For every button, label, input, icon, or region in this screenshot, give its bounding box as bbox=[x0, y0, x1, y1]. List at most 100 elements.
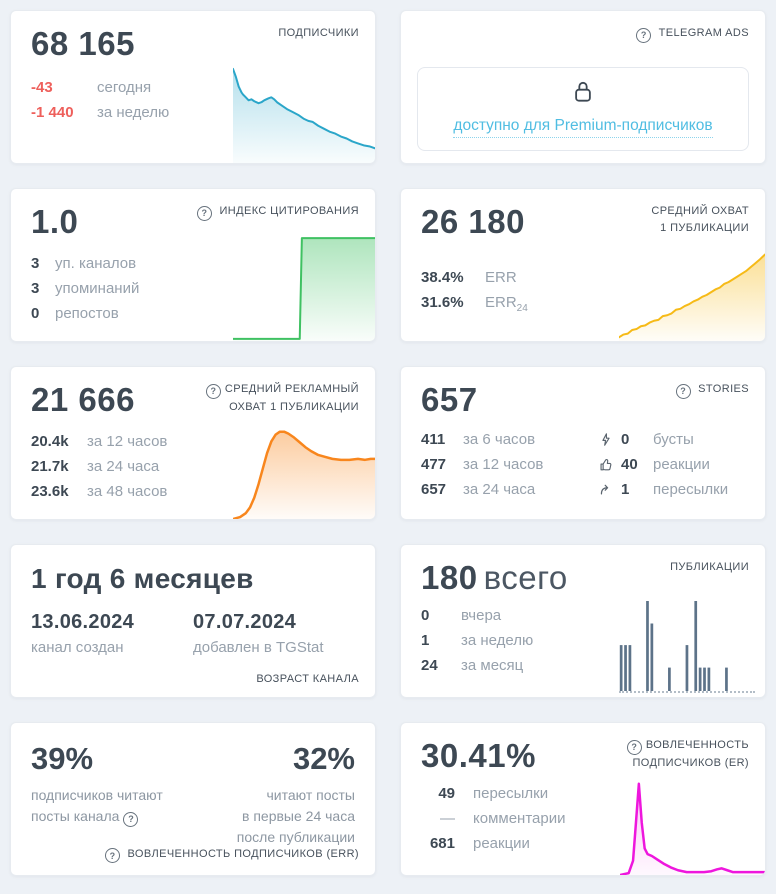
er-card-title: ? ВОВЛЕЧЕННОСТЬ ПОДПИСЧИКОВ (ER) bbox=[626, 737, 749, 773]
stat-label: за 24 часа bbox=[463, 480, 536, 498]
channel-added-block: 07.07.2024 добавлен в TGStat bbox=[193, 611, 355, 656]
help-icon[interactable]: ? bbox=[636, 28, 652, 44]
stat-label: упоминаний bbox=[55, 279, 140, 297]
stat-label: за 48 часов bbox=[87, 482, 168, 500]
forward-icon bbox=[599, 482, 621, 497]
card-title-text: СРЕДНИЙ РЕКЛАМНЫЙ bbox=[224, 383, 359, 395]
stat-label: ERR bbox=[485, 268, 517, 286]
card-title-text: TELEGRAM ADS bbox=[658, 27, 749, 39]
err-columns: 39% подписчиков читают посты канала? 32%… bbox=[31, 741, 355, 848]
subscribers-card: ПОДПИСЧИКИ 68 165 -43 сегодня -1 440 за … bbox=[10, 10, 376, 164]
stat-value: 0 bbox=[31, 304, 40, 322]
premium-locked-box: доступно для Premium-подписчиков bbox=[417, 67, 749, 151]
thumbs-up-icon bbox=[599, 457, 621, 472]
stat-label: вчера bbox=[461, 606, 502, 624]
channel-created-label: канал создан bbox=[31, 639, 124, 656]
stat-label: за неделю bbox=[97, 103, 170, 121]
stat-row: 49 пересылки bbox=[421, 785, 745, 802]
stat-value: -43 bbox=[31, 78, 53, 96]
stat-label: комментарии bbox=[473, 809, 566, 827]
channel-added-label: добавлен в TGStat bbox=[193, 639, 324, 656]
stat-row: 38.4% ERR bbox=[421, 269, 745, 286]
average-ad-reach-card: ? СРЕДНИЙ РЕКЛАМНЫЙ ОХВАТ 1 ПУБЛИКАЦИИ 21… bbox=[10, 366, 376, 520]
publications-card: ПУБЛИКАЦИИ 180 всего 0 вчера 1 за неделю … bbox=[400, 544, 766, 698]
card-title-text: СРЕДНИЙ ОХВАТ bbox=[651, 205, 749, 217]
channel-created-block: 13.06.2024 канал создан bbox=[31, 611, 193, 656]
stat-label: бусты bbox=[653, 430, 694, 448]
stat-value: 3 bbox=[31, 254, 40, 272]
stat-label: за 12 часов bbox=[87, 432, 168, 450]
stat-value: 40 bbox=[621, 455, 638, 473]
stat-label: пересылки bbox=[653, 480, 729, 498]
telegram-ads-card-title: ? TELEGRAM ADS bbox=[636, 25, 749, 44]
help-icon[interactable]: ? bbox=[626, 740, 642, 756]
stat-row: 21.7k за 24 часа bbox=[31, 458, 355, 475]
stories-card: ? STORIES 657 411 за 6 часов 477 за 12 ч… bbox=[400, 366, 766, 520]
stat-value: 24 bbox=[421, 656, 438, 674]
stat-value: 681 bbox=[429, 834, 455, 852]
stat-label: за месяц bbox=[461, 656, 524, 674]
stories-time-stats: 411 за 6 часов 477 за 12 часов 657 за 24… bbox=[421, 431, 599, 506]
channel-age-dates: 13.06.2024 канал создан 07.07.2024 добав… bbox=[31, 611, 355, 656]
stat-row: 1 пересылки bbox=[599, 481, 728, 498]
err-left-label: подписчиков читают посты канала? bbox=[31, 785, 163, 828]
card-title-text: ПУБЛИКАЦИИ bbox=[670, 561, 749, 573]
stat-row: 23.6k за 48 часов bbox=[31, 483, 355, 500]
average-ad-reach-card-title: ? СРЕДНИЙ РЕКЛАМНЫЙ ОХВАТ 1 ПУБЛИКАЦИИ bbox=[205, 381, 359, 417]
help-icon[interactable]: ? bbox=[105, 848, 121, 863]
citation-index-card: ? ИНДЕКС ЦИТИРОВАНИЯ 1.0 3 уп. каналов 3… bbox=[10, 188, 376, 342]
stories-stats: 411 за 6 часов 477 за 12 часов 657 за 24… bbox=[421, 431, 745, 506]
stat-value: 1 bbox=[421, 631, 430, 649]
err-right-block: 32% читают посты в первые 24 часа после … bbox=[237, 741, 355, 848]
stat-value: 31.6% bbox=[421, 293, 464, 311]
help-icon[interactable]: ? bbox=[205, 384, 221, 400]
stat-label: репостов bbox=[55, 304, 119, 322]
er-percent: 30.41% bbox=[421, 737, 536, 774]
chart-baseline bbox=[619, 691, 755, 693]
stories-engagement-stats: 0 бусты 40 реакции 1 пересылки bbox=[599, 431, 728, 506]
average-reach-value: 26 180 bbox=[421, 203, 525, 240]
stat-value: 477 bbox=[421, 455, 447, 473]
publications-card-title: ПУБЛИКАЦИИ bbox=[670, 559, 749, 576]
err-right-label: читают посты в первые 24 часа после публ… bbox=[236, 787, 355, 845]
stat-value: 20.4k bbox=[31, 432, 69, 450]
stat-label: за 24 часа bbox=[87, 457, 160, 475]
stat-value: 0 bbox=[621, 430, 630, 448]
stat-row: 3 упоминаний bbox=[31, 280, 355, 297]
stat-label: уп. каналов bbox=[55, 254, 137, 272]
stat-value: 23.6k bbox=[31, 482, 69, 500]
stat-row: 0 бусты bbox=[599, 431, 728, 448]
stat-row: 20.4k за 12 часов bbox=[31, 433, 355, 450]
stat-value: — bbox=[440, 809, 455, 827]
card-title-text: STORIES bbox=[698, 383, 749, 395]
card-title-text: ПОДПИСЧИКОВ (ER) bbox=[632, 757, 749, 770]
stat-label: реакции bbox=[653, 455, 710, 473]
stat-value: 38.4% bbox=[421, 268, 464, 286]
err-card: 39% подписчиков читают посты канала? 32%… bbox=[10, 722, 376, 876]
publications-stats: 0 вчера 1 за неделю 24 за месяц bbox=[421, 607, 745, 674]
stat-row: 0 вчера bbox=[421, 607, 745, 624]
stat-value: 3 bbox=[31, 279, 40, 297]
average-reach-stats: 38.4% ERR 31.6% ERR24 bbox=[421, 269, 745, 314]
channel-age-footer: ВОЗРАСТ КАНАЛА bbox=[256, 673, 359, 685]
channel-age-value: 1 год 6 месяцев bbox=[31, 563, 254, 594]
stat-label: за неделю bbox=[461, 631, 534, 649]
stories-card-title: ? STORIES bbox=[675, 381, 749, 400]
stat-value: 21.7k bbox=[31, 457, 69, 475]
er-card: ? ВОВЛЕЧЕННОСТЬ ПОДПИСЧИКОВ (ER) 30.41% 4… bbox=[400, 722, 766, 876]
stat-row: 40 реакции bbox=[599, 456, 728, 473]
err-percent: 39% bbox=[31, 741, 94, 776]
lock-icon bbox=[572, 80, 594, 109]
help-icon[interactable]: ? bbox=[123, 812, 139, 828]
er-stats: 49 пересылки — комментарии 681 реакции bbox=[421, 785, 745, 852]
stat-row: 477 за 12 часов bbox=[421, 456, 599, 473]
err-footer: ? ВОВЛЕЧЕННОСТЬ ПОДПИСЧИКОВ (ERR) bbox=[105, 848, 359, 863]
help-icon[interactable]: ? bbox=[675, 384, 691, 400]
subscribers-count: 68 165 bbox=[31, 25, 135, 62]
citation-index-stats: 3 уп. каналов 3 упоминаний 0 репостов bbox=[31, 255, 355, 322]
stories-count: 657 bbox=[421, 381, 478, 418]
premium-subscription-link[interactable]: доступно для Premium-подписчиков bbox=[453, 117, 713, 138]
average-reach-card-title: СРЕДНИЙ ОХВАТ 1 ПУБЛИКАЦИИ bbox=[651, 203, 749, 237]
card-title-text: ИНДЕКС ЦИТИРОВАНИЯ bbox=[219, 205, 359, 217]
help-icon[interactable]: ? bbox=[196, 206, 212, 222]
